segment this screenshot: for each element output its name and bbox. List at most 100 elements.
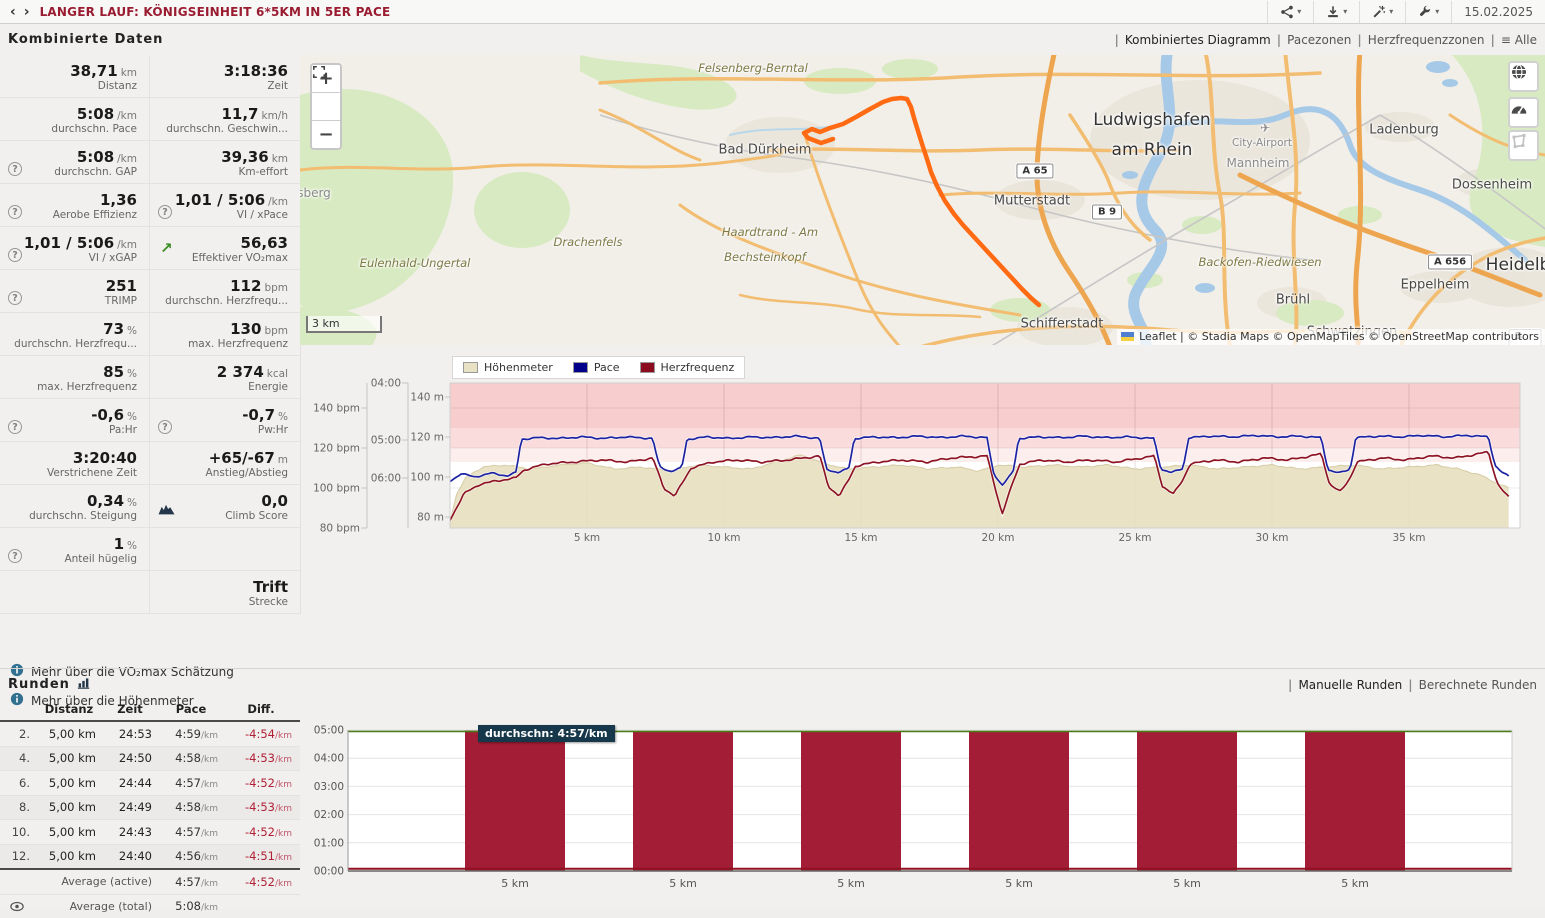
- lap-diff: -4:51/km: [224, 849, 298, 863]
- tab-alle[interactable]: ≡ Alle: [1501, 33, 1537, 47]
- svg-text:25 km: 25 km: [1118, 532, 1151, 544]
- stat-value-line: -0,6%: [91, 405, 137, 424]
- pace-unit: /km: [275, 829, 292, 839]
- lap-bar[interactable]: [465, 730, 565, 871]
- tab-manuelle-runden[interactable]: Manuelle Runden: [1298, 678, 1402, 692]
- lap-diff: -4:52/km: [224, 776, 298, 790]
- stat-label: Strecke: [249, 596, 288, 608]
- map-gauge-button[interactable]: [1508, 97, 1539, 128]
- elevation-tools-button[interactable]: ▾: [1359, 1, 1405, 23]
- laps-col-header: Zeit: [102, 702, 158, 716]
- pace-unit: /km: [275, 780, 292, 790]
- pace-unit: /km: [201, 879, 218, 889]
- svg-text:04:00: 04:00: [314, 753, 344, 765]
- lap-bar[interactable]: [801, 731, 901, 871]
- tab-separator: |: [1490, 33, 1494, 47]
- stat-value-line: 1,01 / 5:06/km: [175, 190, 288, 209]
- lap-pace: 4:57/km: [158, 825, 224, 839]
- map-layers-button[interactable]: [1508, 61, 1539, 92]
- fullscreen-button[interactable]: [312, 93, 340, 121]
- lap-distance: 5,00 km: [36, 825, 102, 839]
- stat-unit: %: [127, 411, 137, 423]
- stat-value: 85: [103, 363, 124, 381]
- lap-distance: 5,00 km: [36, 849, 102, 863]
- top-bar: ‹ › LANGER LAUF: KÖNIGSEINHEIT 6*5KM IN …: [0, 0, 1545, 24]
- svg-text:100 bpm: 100 bpm: [313, 483, 360, 495]
- stat-unit: km/h: [261, 110, 288, 122]
- average-active-diff: -4:52/km: [224, 875, 298, 889]
- ukraine-flag-icon: [1121, 332, 1134, 341]
- help-icon[interactable]: ?: [8, 549, 22, 563]
- section-header: Kombinierte Daten | Kombiniertes Diagramm…: [0, 24, 1545, 55]
- stat-unit: /km: [117, 239, 137, 251]
- stat-value: 11,7: [221, 105, 258, 123]
- help-icon[interactable]: ?: [158, 420, 172, 434]
- lap-distance: 5,00 km: [36, 800, 102, 814]
- stat-value-line: 3:18:36: [224, 61, 288, 80]
- lap-index: 4.: [0, 751, 36, 765]
- tab-pacezonen[interactable]: Pacezonen: [1287, 33, 1351, 47]
- export-button[interactable]: ▾: [1313, 1, 1359, 23]
- stat-value: 56,63: [241, 234, 288, 252]
- stat-value-line: 0,34%: [87, 491, 137, 510]
- stat-label: VI / xGAP: [89, 252, 137, 264]
- help-icon[interactable]: ?: [8, 291, 22, 305]
- help-icon[interactable]: ?: [8, 420, 22, 434]
- help-icon[interactable]: ?: [8, 162, 22, 176]
- laps-header: Runden |Manuelle Runden|Berechnete Runde…: [0, 672, 1545, 696]
- svg-text:5 km: 5 km: [1173, 877, 1201, 890]
- svg-text:100 m: 100 m: [410, 472, 444, 484]
- help-icon[interactable]: ?: [8, 248, 22, 262]
- tab-berechnete-runden[interactable]: Berechnete Runden: [1419, 678, 1537, 692]
- bar-chart-icon[interactable]: [77, 676, 90, 693]
- stat-unit: km: [121, 67, 137, 79]
- laps-col-header: Diff.: [224, 702, 298, 716]
- lap-bar[interactable]: [1137, 731, 1237, 871]
- svg-text:10 km: 10 km: [707, 532, 740, 544]
- stat-label: max. Herzfrequenz: [188, 338, 288, 350]
- stat-value: 251: [106, 277, 137, 295]
- help-icon[interactable]: ?: [158, 205, 172, 219]
- stat-unit: /km: [268, 196, 288, 208]
- laps-tabs: |Manuelle Runden|Berechnete Runden: [1288, 678, 1537, 692]
- stat-label: Anteil hügelig: [64, 553, 137, 565]
- stat-value: -0,6: [91, 406, 124, 424]
- zoom-out-button[interactable]: −: [312, 121, 340, 148]
- eye-icon[interactable]: [0, 901, 36, 912]
- svg-text:05:00: 05:00: [371, 435, 401, 447]
- help-icon[interactable]: ?: [8, 205, 22, 219]
- lap-bar[interactable]: [969, 731, 1069, 871]
- lap-pace: 4:58/km: [158, 800, 224, 814]
- lap-bar[interactable]: [633, 731, 733, 871]
- stat-unit: m: [278, 454, 288, 466]
- settings-button[interactable]: ▾: [1405, 1, 1451, 23]
- stats-panel-heading: Kombinierte Daten: [8, 32, 163, 47]
- svg-text:120 m: 120 m: [410, 432, 444, 444]
- svg-text:80 bpm: 80 bpm: [320, 523, 360, 535]
- tab-herzfrequenzzonen[interactable]: Herzfrequenzzonen: [1368, 33, 1485, 47]
- stat-value: 112: [230, 277, 261, 295]
- tab-kombiniertes-diagramm[interactable]: Kombiniertes Diagramm: [1125, 33, 1271, 47]
- stat-value: +65/-67: [209, 449, 275, 467]
- map-select-area-button[interactable]: [1508, 130, 1539, 161]
- prev-activity-button[interactable]: ‹: [6, 2, 20, 22]
- next-activity-button[interactable]: ›: [20, 2, 34, 22]
- share-button[interactable]: ▾: [1267, 1, 1313, 23]
- lap-bar[interactable]: [1305, 732, 1405, 871]
